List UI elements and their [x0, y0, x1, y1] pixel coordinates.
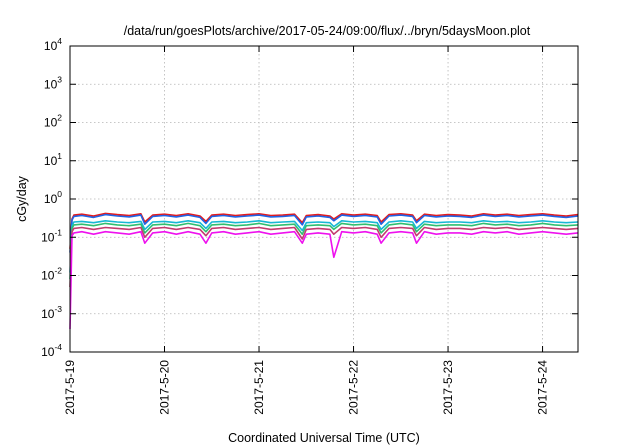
- y-tick-exponent: 0: [57, 189, 62, 199]
- x-tick-label: 2017-5-20: [158, 360, 172, 415]
- y-tick-base: 10: [41, 230, 55, 244]
- y-tick-label: 104: [44, 36, 62, 53]
- y-tick-exponent: -4: [54, 342, 62, 352]
- y-tick-exponent: -3: [54, 304, 62, 314]
- x-axis-ticks: 2017-5-19 2017-5-20 2017-5-21 2017-5-22 2017…: [63, 46, 550, 415]
- y-tick-base: 10: [41, 345, 55, 359]
- y-tick-label: 103: [44, 74, 62, 91]
- y-tick-label: 101: [44, 151, 62, 168]
- y-tick-base: 10: [44, 77, 58, 91]
- y-tick-base: 10: [44, 116, 58, 130]
- chart-title: /data/run/goesPlots/archive/2017-05-24/0…: [124, 24, 531, 38]
- series-line-4: [69, 222, 579, 280]
- series-line-2: [69, 213, 579, 253]
- y-tick-label: 10-1: [41, 227, 62, 244]
- y-tick-exponent: 2: [57, 113, 62, 123]
- x-axis-label: Coordinated Universal Time (UTC): [228, 431, 420, 445]
- x-tick-label: 2017-5-24: [536, 360, 550, 415]
- y-tick-label: 10-2: [41, 266, 62, 283]
- y-tick-label: 10-4: [41, 342, 62, 359]
- y-tick-label: 100: [44, 189, 62, 206]
- x-tick-label: 2017-5-21: [252, 360, 266, 415]
- y-tick-exponent: -2: [54, 266, 62, 276]
- y-tick-base: 10: [44, 192, 58, 206]
- y-tick-base: 10: [44, 154, 58, 168]
- y-tick-label: 102: [44, 113, 62, 130]
- y-tick-base: 10: [44, 39, 58, 53]
- series-line-5: [69, 226, 579, 288]
- y-tick-base: 10: [41, 269, 55, 283]
- y-tick-exponent: 4: [57, 36, 62, 46]
- y-tick-exponent: -1: [54, 227, 62, 237]
- x-tick-label: 2017-5-23: [441, 360, 455, 415]
- series-line-3: [69, 220, 579, 273]
- y-axis-label: cGy/day: [15, 175, 29, 222]
- series-layer: [69, 212, 579, 330]
- x-tick-label: 2017-5-19: [63, 360, 77, 415]
- y-tick-label: 10-3: [41, 304, 62, 321]
- y-tick-exponent: 3: [57, 74, 62, 84]
- y-tick-base: 10: [41, 307, 55, 321]
- grid: [70, 45, 578, 353]
- x-tick-label: 2017-5-22: [347, 360, 361, 415]
- y-tick-exponent: 1: [57, 151, 62, 161]
- series-line-6: [69, 230, 579, 330]
